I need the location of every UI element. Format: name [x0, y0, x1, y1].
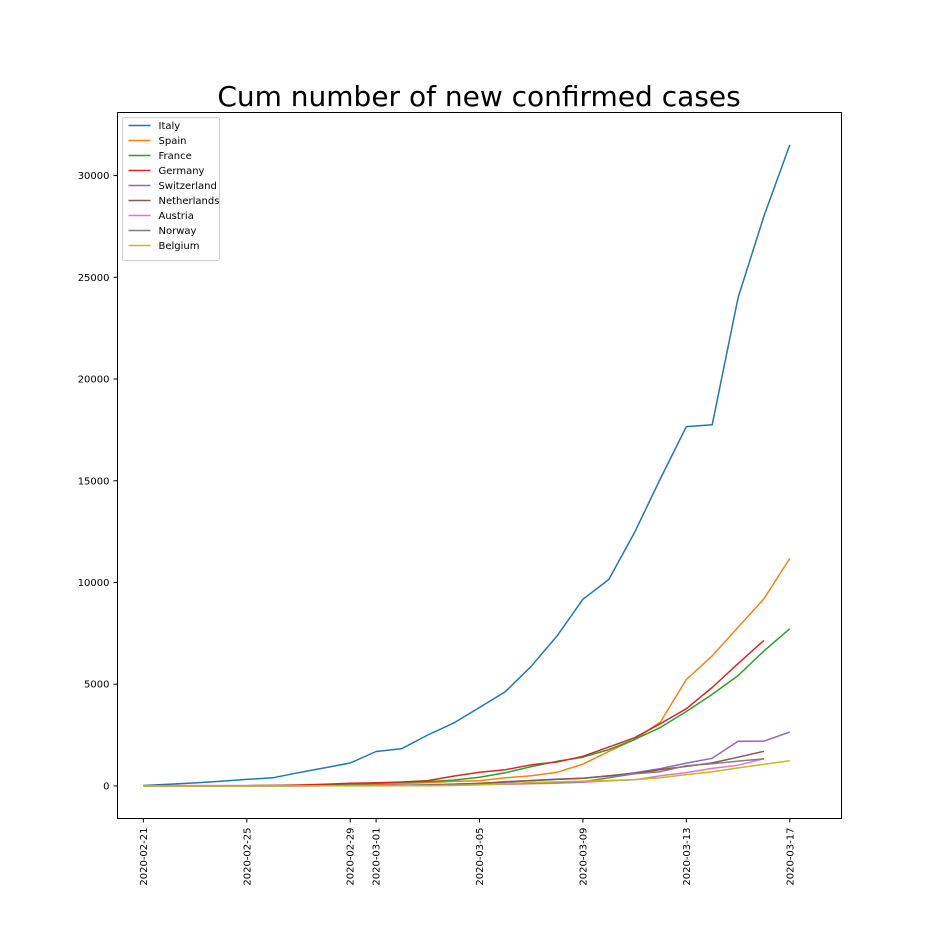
series-lines [143, 144, 791, 787]
series-line-italy [143, 144, 791, 787]
y-tick-label: 5000 [84, 680, 109, 691]
x-tick-label: 2020-03-01 [372, 828, 383, 886]
legend-label: Italy [159, 121, 181, 132]
y-tick-label: 30000 [78, 171, 110, 182]
series-line-germany [143, 639, 765, 787]
series-line-switzerland [143, 731, 791, 787]
y-tick-label: 10000 [78, 578, 110, 589]
legend-label: Spain [159, 136, 187, 147]
x-tick-label: 2020-03-09 [578, 828, 589, 886]
y-tick-label: 0 [103, 781, 109, 792]
x-tick-label: 2020-02-25 [242, 828, 253, 886]
x-tick-label: 2020-02-21 [139, 828, 150, 886]
chart-title: Cum number of new confirmed cases [217, 80, 740, 113]
series-line-spain [143, 558, 791, 787]
y-tick-label: 15000 [78, 476, 110, 487]
legend-label: Switzerland [159, 181, 217, 192]
legend-label: Austria [159, 211, 194, 222]
x-tick-label: 2020-03-05 [475, 828, 486, 886]
x-axis: 2020-02-21 2020-02-25 2020-02-29 2020-03-01… [139, 818, 796, 886]
legend-label: Germany [159, 166, 205, 177]
x-tick-label: 2020-02-29 [346, 828, 357, 886]
legend-box [122, 117, 220, 261]
x-tick-label: 2020-03-17 [785, 828, 796, 886]
legend-label: Norway [159, 226, 197, 237]
legend-label: Belgium [159, 241, 200, 252]
x-tick-label: 2020-03-13 [682, 828, 693, 886]
y-axis: 0 5000 10000 15000 20000 25000 30000 [78, 171, 118, 792]
y-tick-label: 20000 [78, 375, 110, 386]
series-line-belgium [143, 759, 790, 787]
y-tick-label: 25000 [78, 273, 110, 284]
plot-area [117, 112, 842, 819]
legend-label: France [159, 151, 192, 162]
legend-label: Netherlands [159, 196, 220, 207]
legend: Italy Spain France Germany Switzerland Nether… [122, 117, 220, 261]
